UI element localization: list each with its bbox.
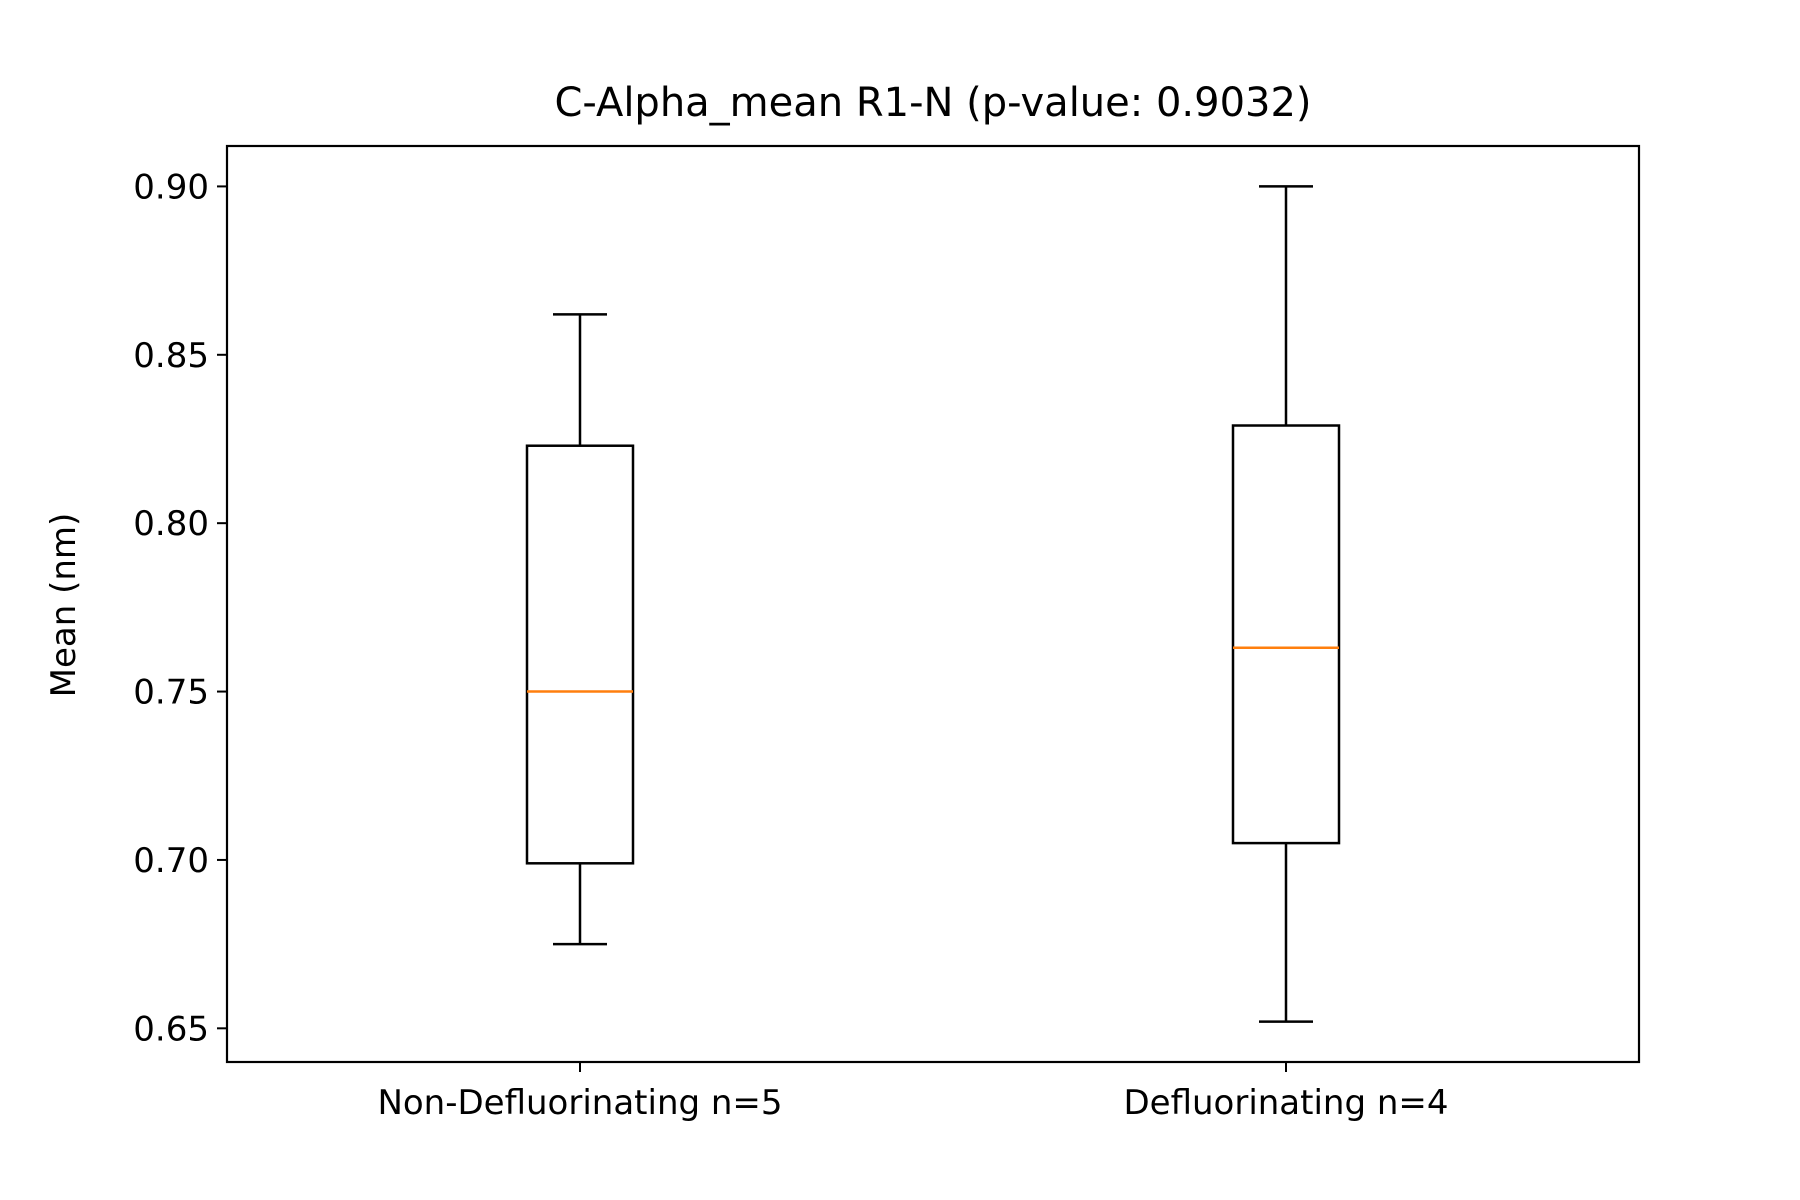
x-tick-label: Non-Defluorinating n=5	[377, 1083, 782, 1123]
interquartile-box	[1231, 424, 1341, 845]
chart-title: C-Alpha_mean R1-N (p-value: 0.9032)	[554, 80, 1311, 126]
box-group	[1231, 185, 1341, 1023]
y-axis: 0.65 0.70 0.75 0.80 0.85 0.90	[133, 167, 227, 1049]
y-axis-label-group: Mean (nm)	[44, 513, 84, 698]
y-tick-label: 0.85	[133, 336, 209, 376]
y-tick-label: 0.70	[133, 841, 209, 881]
box-group	[525, 313, 635, 946]
y-tick-label: 0.80	[133, 504, 209, 544]
x-tick-label: Defluorinating n=4	[1123, 1083, 1448, 1123]
y-tick-label: 0.65	[133, 1009, 209, 1049]
plot-frame	[225, 144, 1641, 1064]
x-axis: Non-Defluorinating n=5 Defluorinating n=4	[377, 1062, 1449, 1123]
box-series	[525, 185, 1341, 1023]
y-tick-label: 0.75	[133, 673, 209, 713]
y-tick-label: 0.90	[133, 167, 209, 207]
y-axis-label: Mean (nm)	[44, 513, 84, 698]
interquartile-box	[525, 444, 635, 865]
